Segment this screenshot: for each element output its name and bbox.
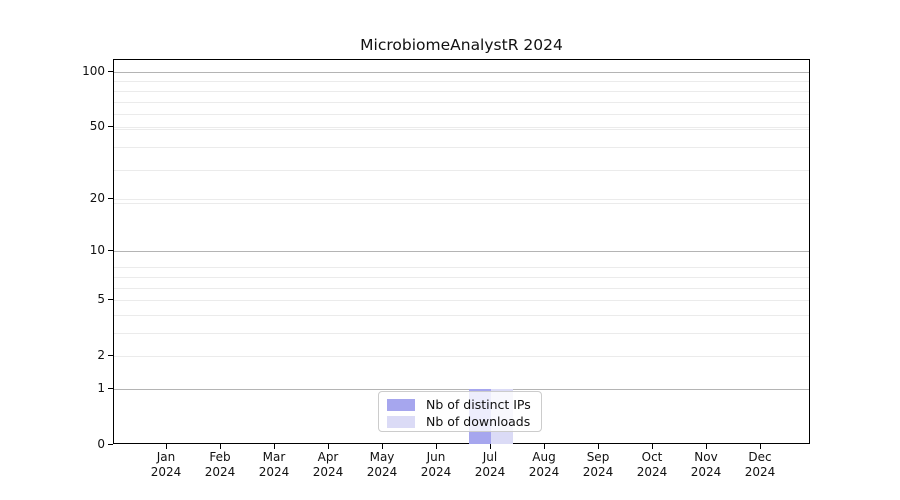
x-tick-label: Jan 2024 xyxy=(150,450,182,479)
x-tick-mark xyxy=(544,444,545,449)
x-tick-label: Nov 2024 xyxy=(690,450,722,479)
legend-swatch-icon xyxy=(387,399,415,411)
x-tick-label: Apr 2024 xyxy=(312,450,344,479)
minor-gridline xyxy=(114,81,809,83)
minor-gridline xyxy=(114,101,809,103)
x-tick-mark xyxy=(652,444,653,449)
x-tick-label: Jun 2024 xyxy=(420,450,452,479)
y-tick-label: 2 xyxy=(97,348,105,363)
x-tick-label: Mar 2024 xyxy=(258,450,290,479)
x-tick-mark xyxy=(760,444,761,449)
minor-gridline xyxy=(114,198,809,200)
x-tick-label: Jul 2024 xyxy=(474,450,506,479)
minor-gridline xyxy=(114,170,809,172)
x-tick-label: Aug 2024 xyxy=(528,450,560,479)
major-gridline xyxy=(114,72,809,73)
minor-gridline xyxy=(114,356,809,358)
x-tick-mark xyxy=(706,444,707,449)
minor-gridline xyxy=(114,276,809,278)
y-tick-mark xyxy=(108,355,113,357)
chart-title: MicrobiomeAnalystR 2024 xyxy=(360,36,563,54)
x-tick-mark xyxy=(166,444,167,449)
x-tick-mark xyxy=(328,444,329,449)
major-gridline xyxy=(114,389,809,390)
y-tick-mark xyxy=(108,299,113,301)
minor-gridline xyxy=(114,202,809,204)
legend-label: Nb of distinct IPs xyxy=(426,397,531,412)
x-tick-label: May 2024 xyxy=(366,450,398,479)
y-tick-label: 1 xyxy=(97,381,105,395)
x-tick-mark xyxy=(274,444,275,449)
y-tick-mark xyxy=(108,250,113,252)
legend-row: Nb of downloads xyxy=(387,414,533,430)
x-tick-mark xyxy=(598,444,599,449)
plot-area xyxy=(113,59,810,444)
y-tick-mark xyxy=(108,197,113,199)
minor-gridline xyxy=(114,300,809,302)
x-tick-label: Sep 2024 xyxy=(582,450,614,479)
y-tick-label: 5 xyxy=(97,292,105,307)
minor-gridline xyxy=(114,127,809,129)
y-tick-label: 50 xyxy=(89,119,105,134)
y-tick-mark xyxy=(108,126,113,128)
y-tick-label: 20 xyxy=(89,190,105,205)
y-tick-label: 0 xyxy=(97,437,105,451)
minor-gridline xyxy=(114,128,809,130)
minor-gridline xyxy=(114,146,809,148)
x-tick-label: Dec 2024 xyxy=(744,450,776,479)
minor-gridline xyxy=(114,267,809,269)
legend-label: Nb of downloads xyxy=(426,414,531,429)
legend-box: Nb of distinct IPs Nb of downloads xyxy=(378,391,542,432)
y-tick-label: 10 xyxy=(89,243,105,258)
x-tick-mark xyxy=(490,444,491,449)
y-tick-mark xyxy=(108,444,113,445)
y-tick-mark xyxy=(108,71,113,72)
minor-gridline xyxy=(114,333,809,334)
legend-swatch-icon xyxy=(387,416,415,428)
y-tick-mark xyxy=(108,388,113,389)
legend-row: Nb of distinct IPs xyxy=(387,397,533,413)
y-tick-label: 100 xyxy=(82,64,105,78)
minor-gridline xyxy=(114,314,809,316)
x-tick-label: Oct 2024 xyxy=(636,450,668,479)
minor-gridline xyxy=(114,90,809,92)
minor-gridline xyxy=(114,287,809,289)
x-tick-mark xyxy=(220,444,221,449)
x-tick-label: Feb 2024 xyxy=(204,450,236,479)
minor-gridline xyxy=(114,114,809,116)
x-tick-mark xyxy=(436,444,437,449)
x-tick-mark xyxy=(382,444,383,449)
major-gridline xyxy=(114,251,809,253)
